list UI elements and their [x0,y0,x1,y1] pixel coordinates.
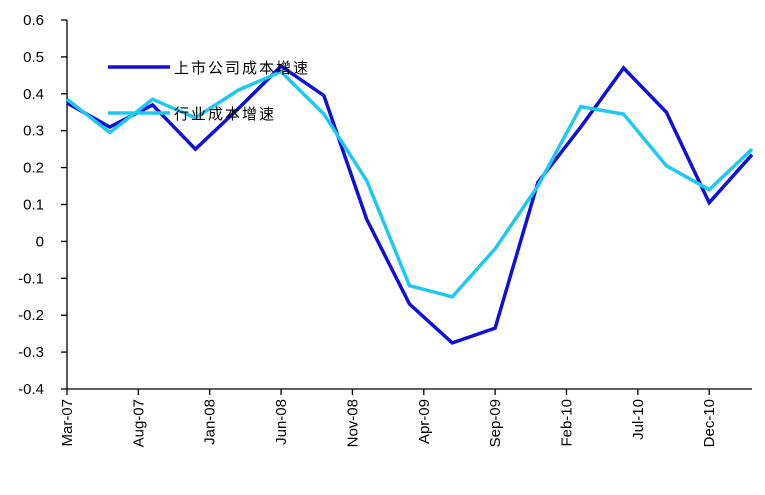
y-tick-label: -0.1 [18,270,44,287]
y-tick-label: 0 [36,233,44,250]
y-tick-label: -0.3 [18,344,44,361]
series-line-0 [66,63,754,345]
x-tick-label: Nov-08 [344,399,361,447]
y-tick-label: 0.2 [23,160,44,177]
x-tick-label: Feb-10 [558,399,575,447]
series-lines [65,63,754,345]
y-tick-label: 0.1 [23,197,44,214]
x-tick-label: Jul-10 [630,399,647,440]
y-tick-label: 0.5 [23,49,44,66]
y-tick-label: 0.4 [23,86,44,103]
x-tick-label: Dec-10 [701,399,718,447]
y-tick-label: -0.4 [18,381,44,398]
series-line-1 [65,69,754,299]
legend-label-0: 上市公司成本增速 [174,59,310,77]
y-tick-label: 0.3 [23,123,44,140]
x-tick-label: Mar-07 [59,399,76,447]
x-tick-label: Sep-09 [487,399,504,447]
x-tick-label: Aug-07 [130,399,147,447]
y-axis: 0.6 0.5 0.4 0.3 0.2 0.1 0 -0.1 -0.2 -0.3 -0.4 [18,12,68,398]
x-tick-label: Jan-08 [202,399,219,445]
y-tick-label: -0.2 [18,307,44,324]
x-tick-label: Apr-09 [416,399,433,444]
legend-label-1: 行业成本增速 [174,105,276,123]
y-tick-label: 0.6 [23,12,44,29]
x-axis: Mar-07 Aug-07 Jan-08 Jun-08 Nov-08 Apr-09 Sep-… [59,388,752,447]
x-tick-label: Jun-08 [273,399,290,445]
